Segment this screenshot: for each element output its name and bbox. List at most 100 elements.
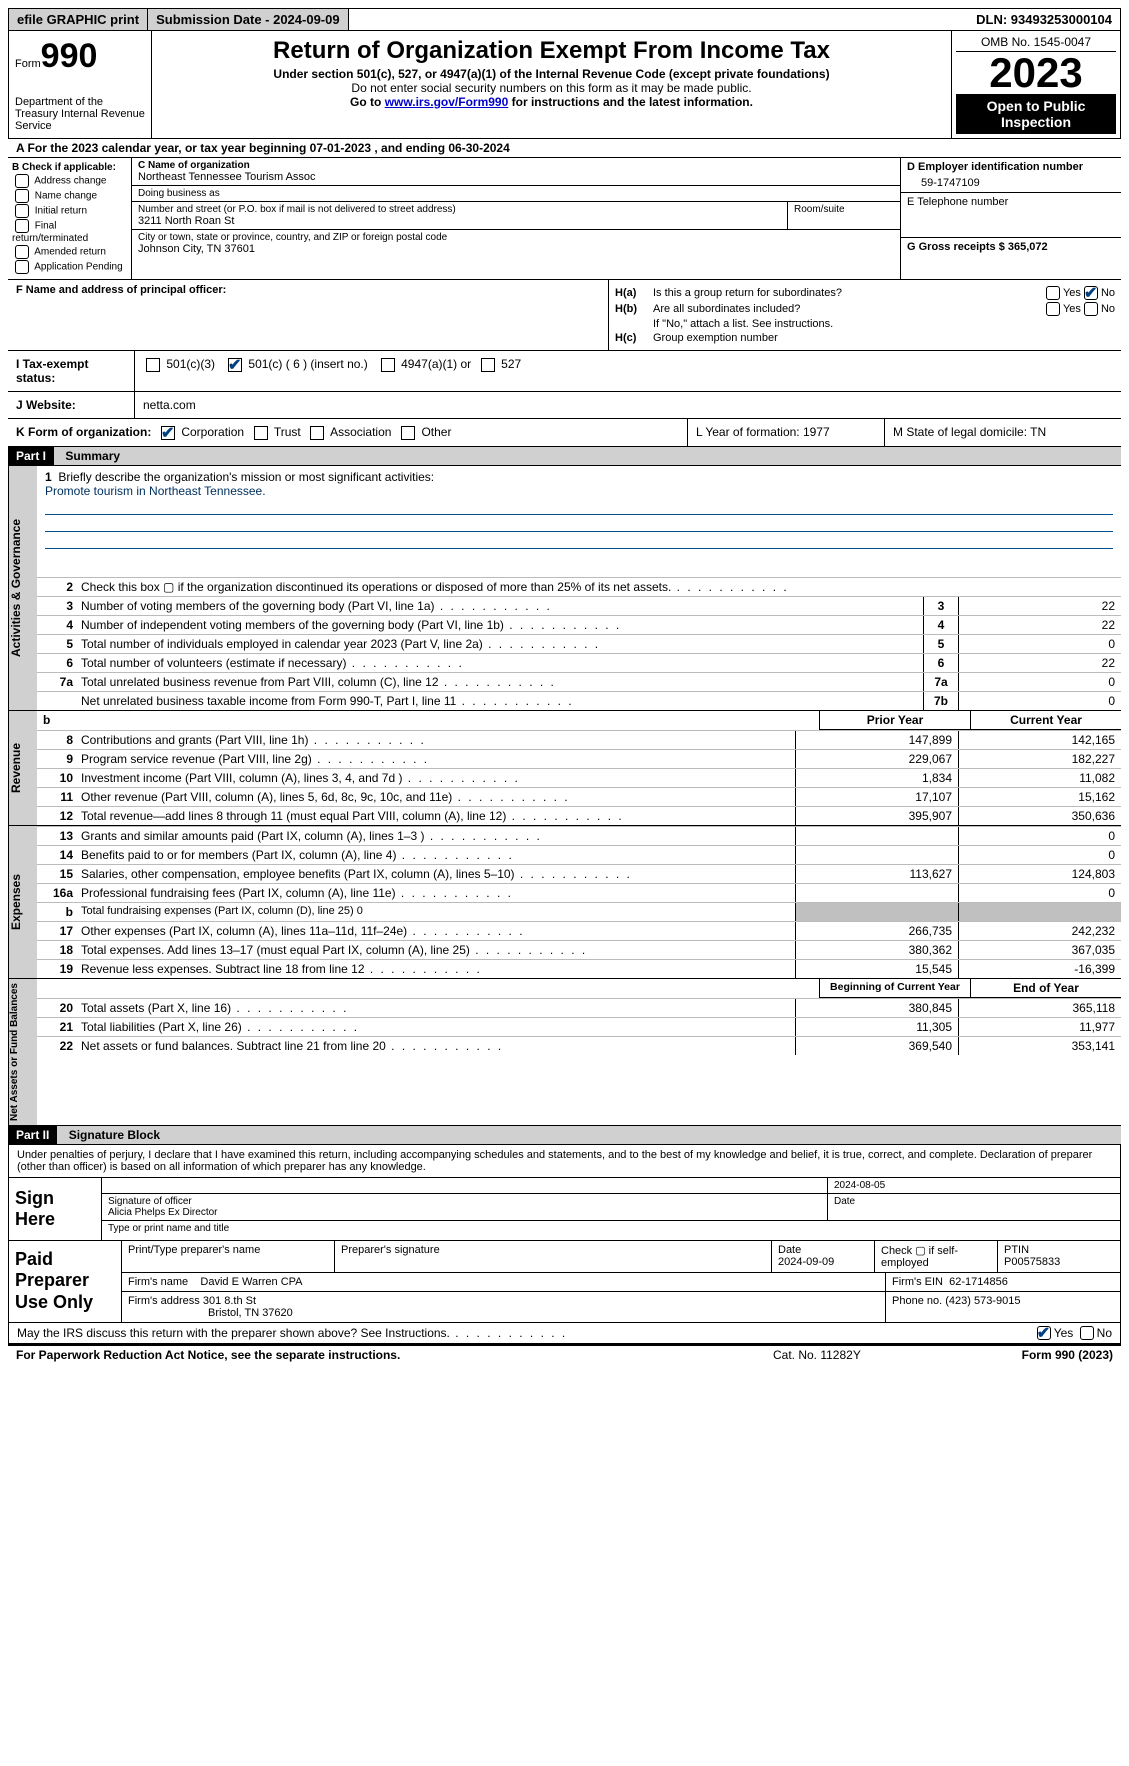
sig-officer-label: Signature of officer — [108, 1196, 192, 1207]
begin-year-header: Beginning of Current Year — [819, 979, 970, 998]
fh-row: F Name and address of principal officer:… — [8, 280, 1121, 351]
form-header: Form990 Department of the Treasury Inter… — [8, 31, 1121, 139]
form-title: Return of Organization Exempt From Incom… — [162, 37, 941, 65]
website: netta.com — [135, 392, 1121, 418]
goto-post: for instructions and the latest informat… — [508, 95, 753, 109]
discuss-text: May the IRS discuss this return with the… — [17, 1326, 1034, 1340]
box-c: C Name of organization Northeast Tenness… — [132, 158, 901, 279]
website-row: J Website: netta.com — [8, 392, 1121, 419]
ha-text: Is this a group return for subordinates? — [653, 287, 1043, 299]
form-number: 990 — [41, 37, 98, 75]
assoc-cb[interactable] — [310, 426, 324, 440]
firm-phone: (423) 573-9015 — [945, 1295, 1020, 1307]
opt-501c3: 501(c)(3) — [166, 357, 215, 371]
ha-yes-cb[interactable] — [1046, 286, 1060, 300]
checkbox[interactable] — [15, 260, 29, 274]
mission-text: Promote tourism in Northeast Tennessee. — [45, 484, 266, 498]
sign-date: 2024-08-05 — [828, 1178, 1120, 1193]
firm-ein-label: Firm's EIN — [892, 1276, 943, 1288]
summary-line: 15Salaries, other compensation, employee… — [37, 864, 1121, 883]
submission-date: Submission Date - 2024-09-09 — [148, 9, 349, 30]
summary-line: 11Other revenue (Part VIII, column (A), … — [37, 787, 1121, 806]
department: Department of the Treasury Internal Reve… — [15, 96, 145, 132]
firm-addr1: 301 8.th St — [203, 1295, 256, 1307]
summary-line: 22Net assets or fund balances. Subtract … — [37, 1036, 1121, 1055]
summary-line: 21Total liabilities (Part X, line 26)11,… — [37, 1017, 1121, 1036]
city: Johnson City, TN 37601 — [138, 243, 894, 255]
summary-line: bTotal fundraising expenses (Part IX, co… — [37, 902, 1121, 921]
checkbox[interactable] — [15, 174, 29, 188]
ptin: P00575833 — [1004, 1256, 1060, 1268]
box-f-label: F Name and address of principal officer: — [16, 284, 226, 296]
4947-cb[interactable] — [381, 358, 395, 372]
irs-link[interactable]: www.irs.gov/Form990 — [385, 95, 509, 109]
other-cb[interactable] — [401, 426, 415, 440]
dba-label: Doing business as — [138, 188, 894, 199]
form-subtitle: Under section 501(c), 527, or 4947(a)(1)… — [162, 67, 941, 81]
efile-button[interactable]: efile GRAPHIC print — [9, 9, 148, 30]
box-b-item: Application Pending — [12, 260, 127, 274]
opt-trust: Trust — [274, 425, 301, 439]
summary-line: 2Check this box ▢ if the organization di… — [37, 577, 1121, 596]
yes-label: Yes — [1063, 303, 1081, 315]
form-footer: Form 990 (2023) — [953, 1348, 1113, 1362]
signature-block: Under penalties of perjury, I declare th… — [8, 1145, 1121, 1345]
ein-label: D Employer identification number — [907, 161, 1115, 173]
discuss-yes: Yes — [1054, 1326, 1074, 1340]
hc-text: Group exemption number — [653, 332, 778, 344]
ha-no-cb[interactable] — [1084, 286, 1098, 300]
firm-addr-label: Firm's address — [128, 1295, 200, 1307]
box-b-item: Initial return — [12, 204, 127, 218]
street: 3211 North Roan St — [138, 215, 781, 227]
checkbox[interactable] — [15, 204, 29, 218]
vtab-revenue: Revenue — [8, 711, 37, 825]
checkbox[interactable] — [15, 189, 29, 203]
hb-no-cb[interactable] — [1084, 302, 1098, 316]
discuss-yes-cb[interactable] — [1037, 1326, 1051, 1340]
part1-bar: Part I Summary — [8, 447, 1121, 466]
box-i-label: I Tax-exempt status: — [8, 351, 135, 391]
trust-cb[interactable] — [254, 426, 268, 440]
org-name: Northeast Tennessee Tourism Assoc — [138, 171, 894, 183]
goto-pre: Go to — [350, 95, 385, 109]
501c-cb[interactable] — [228, 358, 242, 372]
checkbox[interactable] — [15, 245, 29, 259]
date-label: Date — [828, 1194, 1120, 1220]
phone-label: E Telephone number — [907, 196, 1115, 208]
yes-label: Yes — [1063, 287, 1081, 299]
summary-line: 12Total revenue—add lines 8 through 11 (… — [37, 806, 1121, 825]
vtab-governance: Activities & Governance — [8, 466, 37, 710]
opt-527: 527 — [501, 357, 521, 371]
revenue-section: Revenue b Prior Year Current Year 8Contr… — [8, 711, 1121, 826]
hb-label: H(b) — [615, 303, 653, 315]
part2-tag: Part II — [8, 1126, 57, 1144]
501c3-cb[interactable] — [146, 358, 160, 372]
no-label: No — [1101, 303, 1115, 315]
part1-tag: Part I — [8, 447, 54, 465]
summary-line: 17Other expenses (Part IX, column (A), l… — [37, 921, 1121, 940]
top-bar: efile GRAPHIC print Submission Date - 20… — [8, 8, 1121, 31]
type-label: Type or print name and title — [102, 1221, 1120, 1236]
summary-line: 18Total expenses. Add lines 13–17 (must … — [37, 940, 1121, 959]
end-year-header: End of Year — [970, 979, 1121, 998]
527-cb[interactable] — [481, 358, 495, 372]
summary-line: 20Total assets (Part X, line 16)380,8453… — [37, 998, 1121, 1017]
opt-assoc: Association — [330, 425, 391, 439]
summary-line: 7aTotal unrelated business revenue from … — [37, 672, 1121, 691]
firm-addr2: Bristol, TN 37620 — [128, 1307, 293, 1319]
box-m: M State of legal domicile: TN — [885, 419, 1121, 446]
firm-name: David E Warren CPA — [200, 1276, 302, 1288]
box-b-header: B Check if applicable: — [12, 162, 127, 173]
box-b-item: Amended return — [12, 245, 127, 259]
current-year-header: Current Year — [970, 711, 1121, 730]
discuss-no-cb[interactable] — [1080, 1326, 1094, 1340]
b-label: b — [37, 711, 819, 730]
checkbox[interactable] — [15, 219, 29, 233]
self-employed: Check ▢ if self-employed — [875, 1241, 998, 1272]
hb-yes-cb[interactable] — [1046, 302, 1060, 316]
corp-cb[interactable] — [161, 426, 175, 440]
hc-label: H(c) — [615, 332, 653, 344]
summary-line: 10Investment income (Part VIII, column (… — [37, 768, 1121, 787]
discuss-no: No — [1097, 1326, 1112, 1340]
opt-4947: 4947(a)(1) or — [401, 357, 471, 371]
